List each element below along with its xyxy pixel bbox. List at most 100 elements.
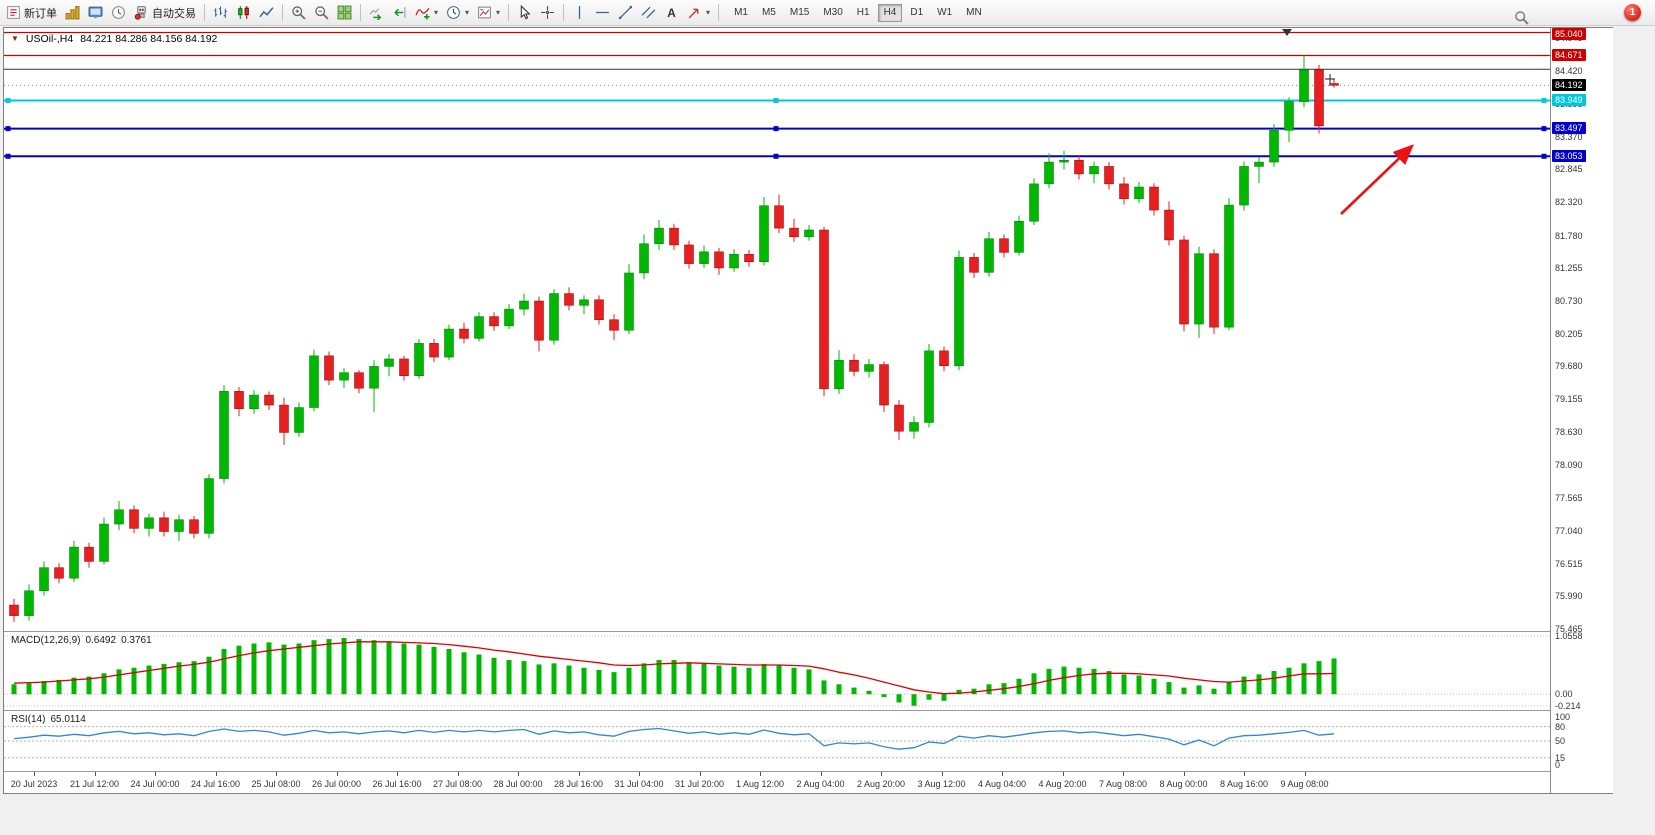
notification-badge[interactable]: 1 bbox=[1624, 4, 1641, 21]
time-tick bbox=[518, 772, 519, 776]
macd-bar bbox=[41, 680, 47, 695]
price-axis-label: 82.845 bbox=[1555, 164, 1583, 175]
hline-handle[interactable] bbox=[1541, 126, 1547, 132]
window-menu-icon[interactable]: ▼ bbox=[11, 34, 19, 43]
main-chart-pane[interactable] bbox=[4, 28, 1550, 631]
zoom-out-button[interactable] bbox=[310, 1, 333, 25]
main-chart-canvas bbox=[4, 29, 1550, 622]
bar-chart-button[interactable] bbox=[209, 1, 232, 25]
pane-separator[interactable] bbox=[4, 771, 1612, 772]
text-button[interactable]: A bbox=[660, 1, 683, 25]
chart-shift-button[interactable] bbox=[388, 1, 411, 25]
tile-windows-button[interactable] bbox=[333, 1, 356, 25]
hline-handle[interactable] bbox=[5, 153, 11, 159]
time-axis-label: 20 Jul 2023 bbox=[10, 779, 58, 789]
periods-button[interactable]: ▾ bbox=[442, 1, 473, 25]
search-button[interactable] bbox=[1510, 5, 1533, 29]
time-axis[interactable]: 20 Jul 2023 21 Jul 12:00 24 Jul 00:00 24 Ju… bbox=[4, 772, 1550, 793]
candle-body bbox=[1074, 159, 1084, 175]
autotrade-button-label: 自动交易 bbox=[152, 7, 196, 20]
candle-body bbox=[429, 343, 439, 358]
candle-body bbox=[444, 328, 454, 358]
vline-button[interactable] bbox=[568, 1, 591, 25]
timeframe-m30-button[interactable]: M30 bbox=[823, 6, 843, 18]
zoom-in-button[interactable] bbox=[287, 1, 310, 25]
hline-handle[interactable] bbox=[773, 153, 779, 159]
price-axis[interactable]: 84.94584.42083.89583.37082.84582.32081.7… bbox=[1550, 28, 1613, 793]
templates-button[interactable]: ▾ bbox=[473, 1, 504, 25]
hline-handle[interactable] bbox=[1541, 97, 1547, 103]
pane-separator[interactable] bbox=[4, 631, 1612, 632]
candle-body bbox=[114, 509, 124, 525]
shapes-button[interactable]: ▾ bbox=[683, 1, 714, 25]
macd-bar bbox=[656, 660, 662, 695]
cursor-button[interactable] bbox=[513, 1, 536, 25]
line-chart-button[interactable] bbox=[255, 1, 278, 25]
macd-pane[interactable] bbox=[4, 632, 1550, 710]
candle-body bbox=[564, 293, 574, 306]
timeframe-m15-button[interactable]: M15 bbox=[789, 6, 810, 18]
crosshair-button[interactable] bbox=[536, 1, 559, 25]
channel-button[interactable] bbox=[637, 1, 660, 25]
hline-button[interactable] bbox=[591, 1, 614, 25]
rsi-scale-label: 50 bbox=[1555, 736, 1566, 746]
pane-separator[interactable] bbox=[4, 710, 1612, 711]
toolbar-separator bbox=[282, 4, 283, 21]
candle-chart-button[interactable] bbox=[232, 1, 255, 25]
time-tick bbox=[457, 772, 459, 776]
data-window-button[interactable] bbox=[84, 1, 107, 25]
indicators-button[interactable]: ▾ bbox=[411, 1, 442, 25]
trend-arrow-annotation[interactable] bbox=[1340, 144, 1414, 215]
hline-handle[interactable] bbox=[773, 97, 779, 103]
timeframe-h1-button[interactable]: H1 bbox=[856, 6, 870, 18]
market-watch-button[interactable] bbox=[61, 1, 84, 25]
rsi-scale-label: 15 bbox=[1555, 752, 1566, 763]
macd-bar bbox=[536, 664, 542, 695]
macd-bar bbox=[341, 637, 347, 695]
toolbar-separator bbox=[360, 4, 361, 21]
candle-body bbox=[234, 391, 244, 410]
hline-handle[interactable] bbox=[773, 126, 779, 132]
candle-body bbox=[1284, 101, 1294, 131]
timeframe-h4-button[interactable]: H4 bbox=[877, 3, 903, 22]
history-center-button[interactable] bbox=[107, 1, 130, 25]
robot-icon bbox=[134, 6, 146, 20]
rsi-pane[interactable] bbox=[4, 711, 1550, 771]
rsi-indicator-label: RSI(14) 65.0114 bbox=[11, 714, 91, 725]
macd-bar bbox=[836, 684, 842, 695]
trendline-button[interactable] bbox=[614, 1, 637, 25]
candle-body bbox=[1149, 186, 1159, 211]
candle-body bbox=[519, 300, 529, 310]
candle-body bbox=[849, 359, 859, 372]
chart-shift-marker[interactable] bbox=[1282, 29, 1292, 36]
timeframe-d1-button[interactable]: D1 bbox=[910, 6, 924, 18]
candle-body bbox=[1089, 166, 1099, 175]
hline-handle[interactable] bbox=[5, 97, 11, 103]
macd-bar bbox=[1301, 663, 1307, 695]
autotrade-button[interactable]: 自动交易 bbox=[130, 1, 200, 25]
timeframe-w1-button[interactable]: W1 bbox=[937, 6, 953, 18]
price-axis-label: 78.090 bbox=[1555, 460, 1583, 471]
hline-handle[interactable] bbox=[1541, 153, 1547, 159]
macd-bar bbox=[641, 663, 647, 695]
timeframe-m1-button[interactable]: M1 bbox=[734, 6, 748, 18]
macd-name: MACD(12,26,9) bbox=[11, 635, 81, 646]
timeframe-mn-button[interactable]: MN bbox=[966, 6, 982, 18]
timeframe-m5-button[interactable]: M5 bbox=[761, 6, 776, 18]
candle-body bbox=[1119, 183, 1129, 200]
macd-bar bbox=[1241, 676, 1247, 695]
candle-body bbox=[924, 350, 934, 423]
time-tick bbox=[215, 772, 217, 776]
clock-icon bbox=[447, 6, 460, 19]
hline-handle[interactable] bbox=[5, 126, 11, 132]
candle-body bbox=[999, 238, 1009, 253]
macd-bar bbox=[176, 662, 182, 695]
new-order-button[interactable]: 新订单 bbox=[2, 1, 61, 25]
candle-body bbox=[414, 343, 424, 377]
auto-scroll-button[interactable] bbox=[365, 1, 388, 25]
macd-bar bbox=[1151, 678, 1157, 695]
candle-body bbox=[504, 308, 514, 327]
candle-body bbox=[144, 517, 154, 529]
time-tick bbox=[276, 772, 277, 776]
candle-body bbox=[69, 546, 79, 579]
